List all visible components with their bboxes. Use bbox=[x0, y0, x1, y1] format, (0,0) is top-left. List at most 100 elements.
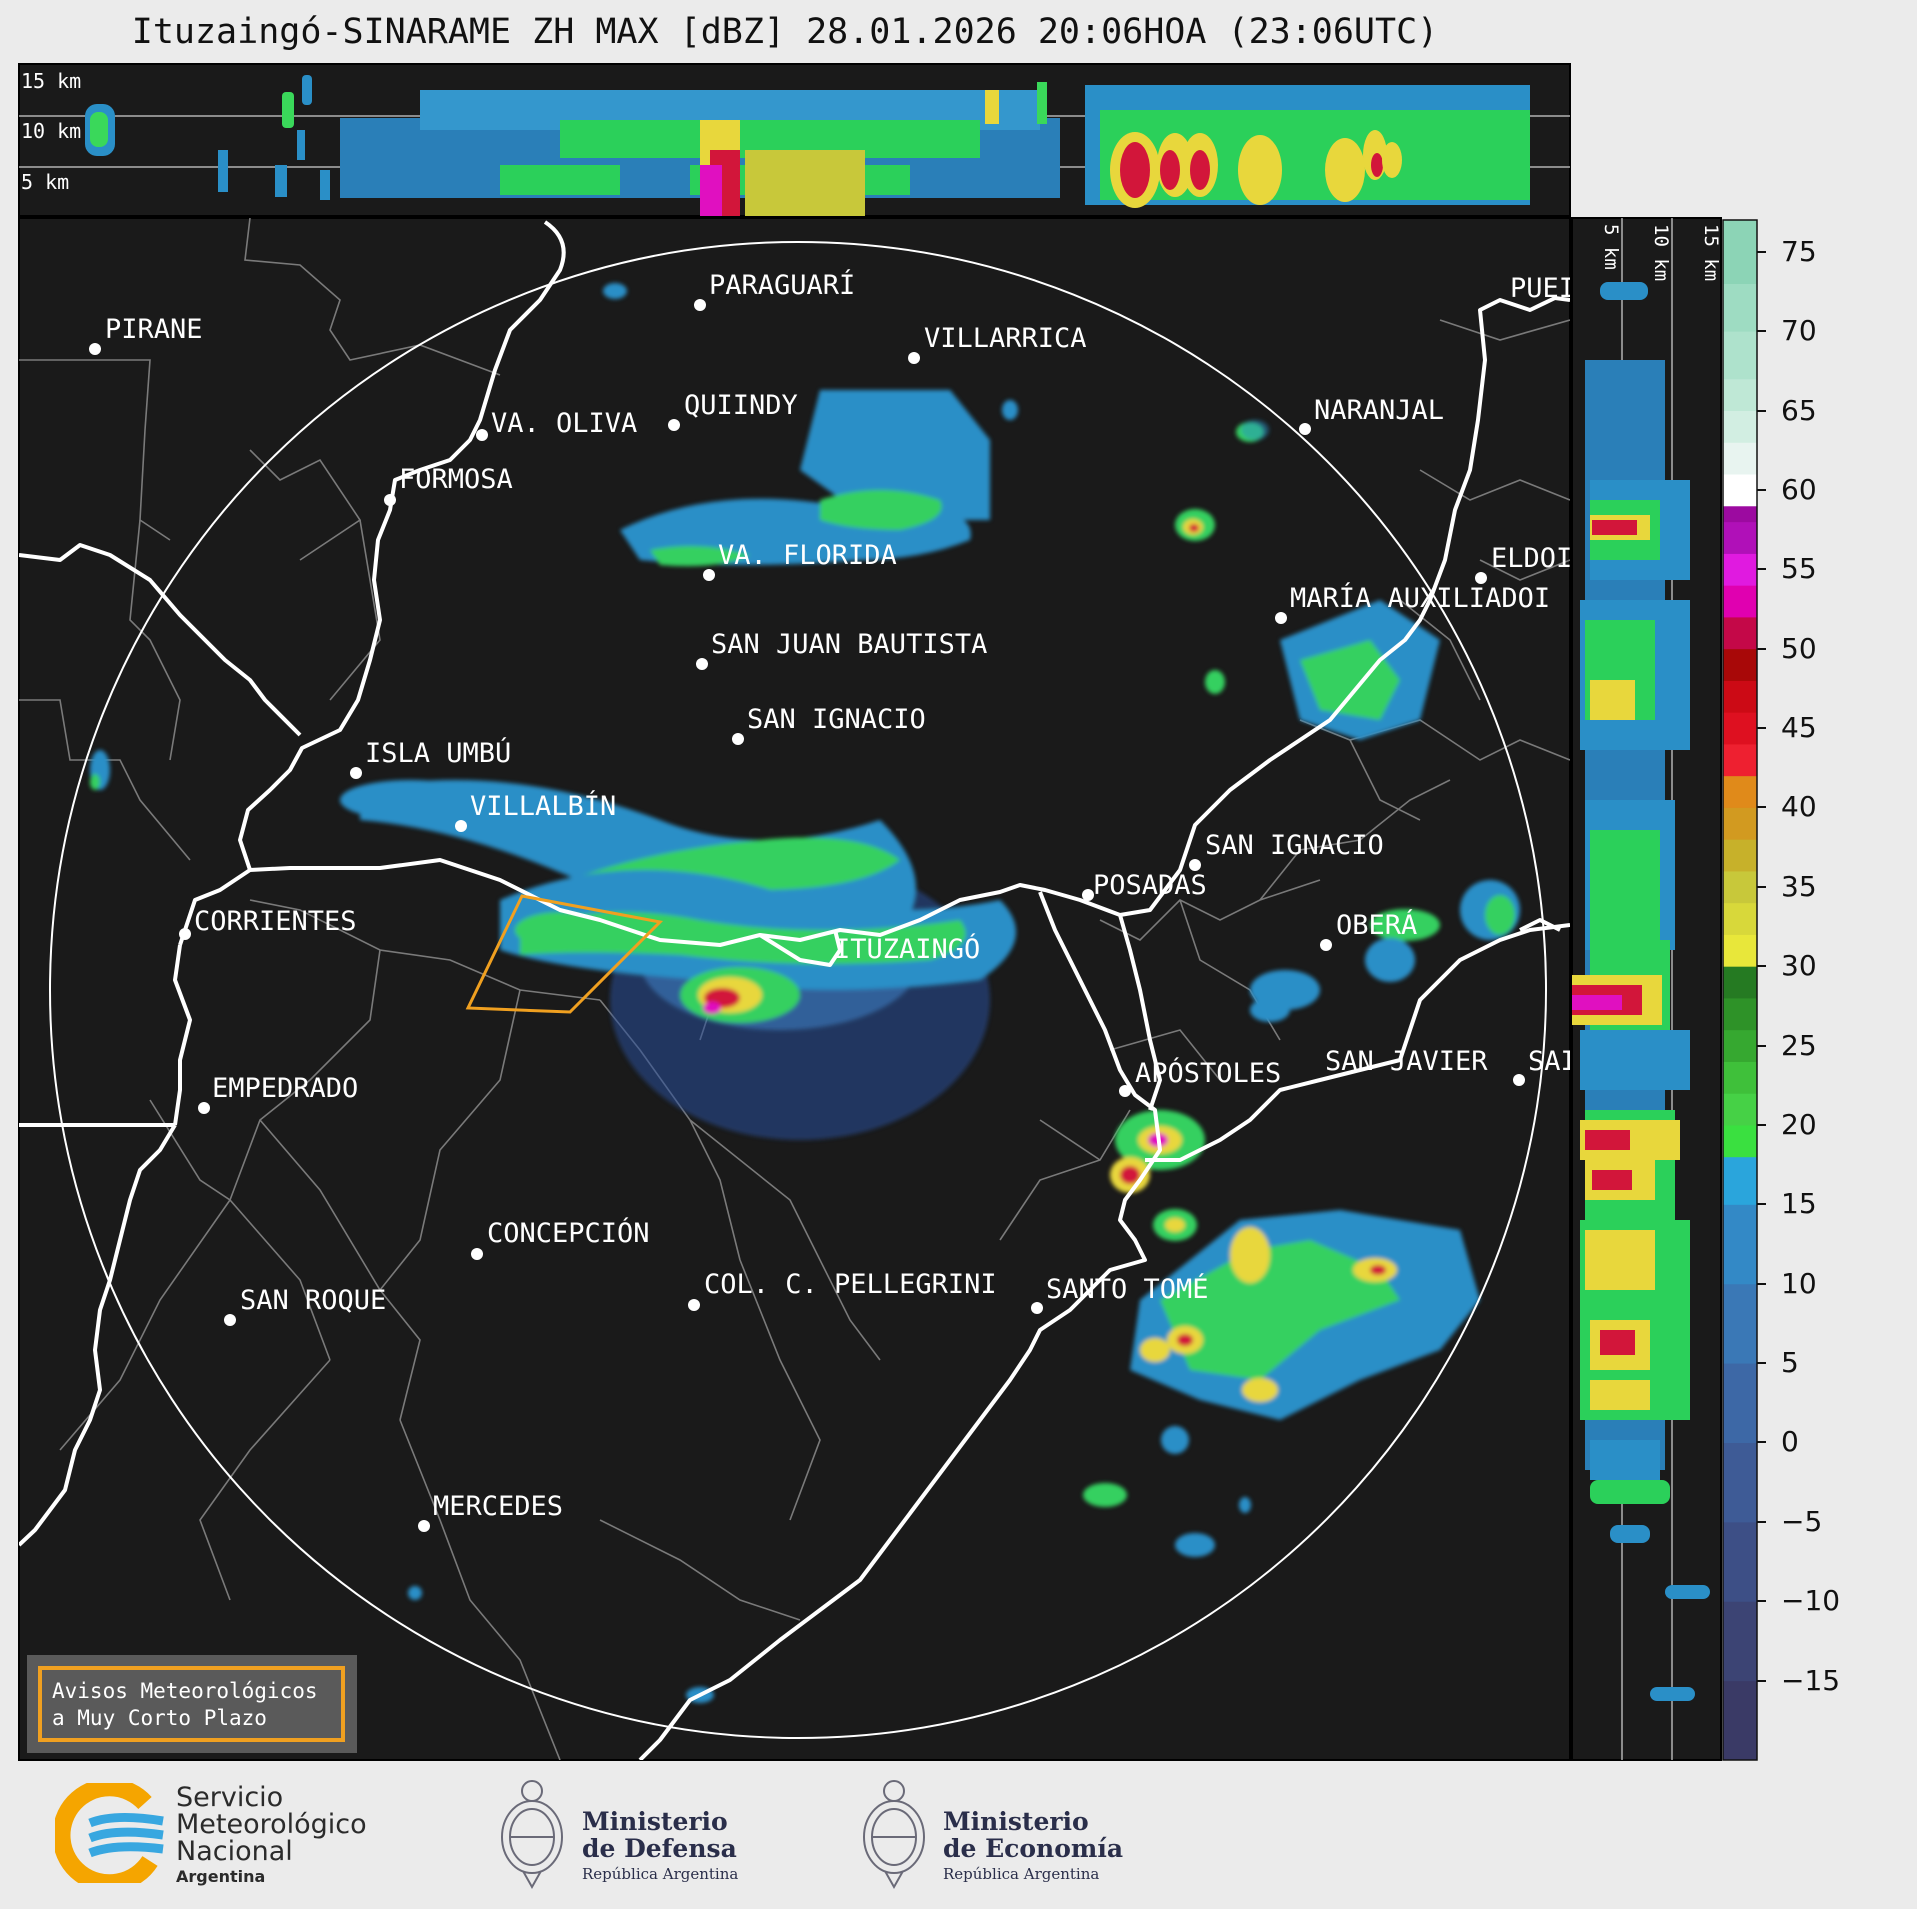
colorbar-tick-label: 30 bbox=[1781, 949, 1817, 983]
radar-map: PARAGUARÍ VILLARRICA PIRANE QUIINDY VA. … bbox=[18, 217, 1575, 1761]
colorbar-band bbox=[1723, 1156, 1757, 1205]
side-echoes bbox=[1572, 282, 1710, 1701]
colorbar-band bbox=[1723, 410, 1757, 443]
colorbar-band bbox=[1723, 1124, 1757, 1158]
city-paraguari: PARAGUARÍ bbox=[709, 269, 855, 301]
colorbar-tick-label: 35 bbox=[1781, 869, 1817, 903]
colorbar-band bbox=[1723, 934, 1757, 967]
colorbar-band bbox=[1723, 283, 1757, 332]
colorbar-band bbox=[1723, 442, 1757, 475]
side-label-5km: 5 km bbox=[1600, 224, 1622, 270]
colorbar-band bbox=[1723, 902, 1757, 935]
city-dot bbox=[1189, 859, 1201, 871]
colorbar-tick-mark bbox=[1757, 250, 1766, 253]
city-san-ignacio-ar: SAN IGNACIO bbox=[1205, 830, 1384, 861]
colorbar-tick-mark bbox=[1757, 1362, 1766, 1365]
colorbar-band bbox=[1723, 712, 1757, 745]
colorbar-tick-label: −5 bbox=[1781, 1504, 1823, 1538]
defensa-text: Ministerio de Defensa República Argentin… bbox=[582, 1808, 738, 1883]
city-labels: PARAGUARÍ VILLARRICA PIRANE QUIINDY VA. … bbox=[89, 269, 1575, 1532]
smn-line3: Nacional bbox=[176, 1836, 293, 1867]
colorbar-tick-mark bbox=[1757, 885, 1766, 888]
colorbar-band bbox=[1723, 1093, 1757, 1126]
city-dot bbox=[179, 928, 191, 940]
city-dot bbox=[198, 1102, 210, 1114]
city-col-pellegrini: COL. C. PELLEGRINI bbox=[704, 1269, 997, 1300]
smn-logo-icon bbox=[55, 1783, 164, 1883]
city-dot bbox=[694, 299, 706, 311]
colorbar-band bbox=[1723, 807, 1757, 840]
colorbar-tick-mark bbox=[1757, 965, 1766, 968]
defensa-line2: de Defensa bbox=[582, 1834, 737, 1863]
page-title: Ituzaingó-SINARAME ZH MAX [dBZ] 28.01.20… bbox=[131, 12, 1439, 52]
city-villarrica: VILLARRICA bbox=[924, 323, 1087, 354]
city-dot bbox=[696, 658, 708, 670]
colorbar-band bbox=[1723, 1029, 1757, 1062]
city-dot bbox=[455, 820, 467, 832]
colorbar-tick-label: 5 bbox=[1781, 1346, 1799, 1380]
side-label-10km: 10 km bbox=[1650, 224, 1672, 281]
economia-seal-icon bbox=[863, 1780, 925, 1890]
colorbar-band bbox=[1723, 1363, 1757, 1443]
colorbar-tick-label: 15 bbox=[1781, 1187, 1817, 1221]
colorbar-tick-mark bbox=[1757, 1203, 1766, 1206]
colorbar-tick-mark bbox=[1757, 330, 1766, 333]
colorbar-tick-label: 50 bbox=[1781, 631, 1817, 665]
city-dot bbox=[1082, 889, 1094, 901]
colorbar-band bbox=[1723, 648, 1757, 681]
city-dot bbox=[418, 1520, 430, 1532]
top-label-5km: 5 km bbox=[21, 170, 69, 194]
city-dot bbox=[668, 419, 680, 431]
range-ring bbox=[49, 241, 1547, 1739]
colorbar-band bbox=[1723, 220, 1757, 285]
colorbar-tick-mark bbox=[1757, 568, 1766, 571]
city-formosa: FORMOSA bbox=[399, 464, 513, 495]
legend-swatch bbox=[38, 1666, 345, 1742]
warning-legend: Avisos Meteorológicos a Muy Corto Plazo bbox=[27, 1655, 357, 1753]
colorbar-tick-label: 65 bbox=[1781, 393, 1817, 427]
colorbar-band bbox=[1723, 521, 1757, 554]
city-santo-tome: SANTO TOMÉ bbox=[1046, 1273, 1209, 1305]
city-empedrado: EMPEDRADO bbox=[212, 1073, 358, 1104]
colorbar-tick-label: 60 bbox=[1781, 472, 1817, 506]
city-dot bbox=[1475, 572, 1487, 584]
legend-line2: a Muy Corto Plazo bbox=[52, 1706, 267, 1730]
colorbar-band bbox=[1723, 997, 1757, 1031]
city-dot bbox=[688, 1299, 700, 1311]
colorbar-band bbox=[1723, 616, 1757, 650]
colorbar-band bbox=[1723, 331, 1757, 380]
colorbar-tick-label: −15 bbox=[1781, 1663, 1841, 1697]
colorbar-tick-mark bbox=[1757, 1044, 1766, 1047]
city-va-oliva: VA. OLIVA bbox=[491, 408, 637, 439]
colorbar-tick-label: 0 bbox=[1781, 1425, 1799, 1459]
colorbar-band bbox=[1723, 1680, 1757, 1761]
colorbar-tick-label: 55 bbox=[1781, 552, 1817, 586]
city-puerto: PUEI bbox=[1510, 273, 1575, 304]
colorbar-tick-mark bbox=[1757, 806, 1766, 809]
city-dot bbox=[1513, 1074, 1525, 1086]
colorbar-tick-label: 70 bbox=[1781, 314, 1817, 348]
colorbar bbox=[1723, 220, 1757, 1761]
colorbar-tick-mark bbox=[1757, 1282, 1766, 1285]
colorbar-band bbox=[1723, 1283, 1757, 1364]
city-mercedes: MERCEDES bbox=[433, 1491, 563, 1522]
economia-line2: de Economía bbox=[943, 1834, 1124, 1863]
city-dot bbox=[350, 767, 362, 779]
city-va-florida: VA. FLORIDA bbox=[718, 540, 897, 571]
side-label-15km: 15 km bbox=[1700, 224, 1722, 281]
defensa-seal-icon bbox=[501, 1780, 563, 1890]
city-san-roque: SAN ROQUE bbox=[240, 1285, 386, 1316]
colorbar-band bbox=[1723, 743, 1757, 777]
colorbar-band bbox=[1723, 1061, 1757, 1094]
colorbar-tick-label: 10 bbox=[1781, 1266, 1817, 1300]
colorbar-tick-label: 75 bbox=[1781, 234, 1817, 268]
city-dot bbox=[1031, 1302, 1043, 1314]
legend-line1: Avisos Meteorológicos bbox=[52, 1679, 318, 1703]
colorbar-band bbox=[1723, 870, 1757, 904]
smn-logo-text: Servicio Meteorológico Nacional Argentin… bbox=[176, 1784, 367, 1886]
city-eldorado: ELDOI bbox=[1491, 543, 1572, 574]
top-label-10km: 10 km bbox=[21, 119, 81, 143]
colorbar-tick-mark bbox=[1757, 1441, 1766, 1444]
city-concepcion: CONCEPCIÓN bbox=[487, 1217, 650, 1249]
